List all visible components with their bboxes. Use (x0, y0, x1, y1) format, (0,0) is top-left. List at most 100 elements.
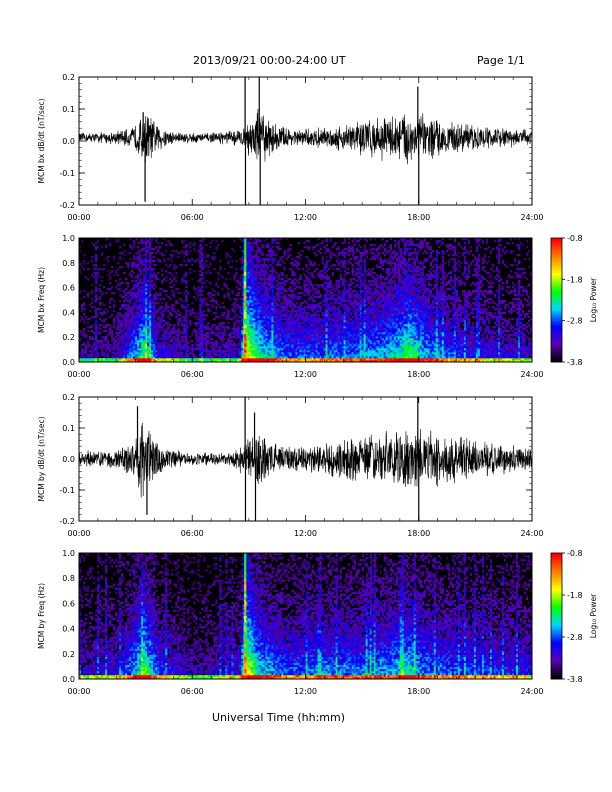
spectrogram-cell (323, 318, 326, 321)
spectrogram-cell (287, 314, 290, 317)
spectrogram-cell (203, 318, 206, 321)
spectrogram-cell (133, 352, 136, 355)
spectrogram-cell (125, 312, 128, 315)
spectrogram-cell (91, 302, 94, 305)
spectrogram-cell (147, 356, 150, 359)
spectrogram-cell (291, 296, 294, 299)
spectrogram-cell (305, 270, 308, 273)
spectrogram-cell (351, 352, 354, 355)
spectrogram-cell (217, 272, 220, 275)
spectrogram-cell (207, 270, 210, 273)
spectrogram-cell (155, 274, 158, 277)
spectrogram-cell (331, 358, 334, 361)
spectrogram-cell (295, 298, 298, 301)
spectrogram-cell (203, 310, 206, 313)
spectrogram-cell (345, 318, 348, 321)
spectrogram-cell (301, 292, 304, 295)
spectrogram-cell (271, 350, 274, 353)
spectrogram-cell (141, 282, 144, 285)
spectrogram-cell (299, 322, 302, 325)
spectrogram-cell (251, 258, 254, 261)
spectrogram-cell (279, 352, 282, 355)
spectrogram-cell (341, 296, 344, 299)
spectrogram-cell (287, 360, 290, 363)
spectrogram-cell (149, 298, 152, 301)
spectrogram-cell (341, 298, 344, 301)
spectrogram-cell (139, 300, 142, 303)
spectrogram-cell (145, 286, 148, 289)
spectrogram-cell (295, 296, 298, 299)
spectrogram-cell (139, 306, 142, 309)
spectrogram-cell (303, 318, 306, 321)
spectrogram-cell (263, 312, 266, 315)
spectrogram-cell (283, 318, 286, 321)
spectrogram-cell (147, 344, 150, 347)
spectrogram-cell (319, 318, 322, 321)
spectrogram-cell (213, 350, 216, 353)
spectrogram-cell (95, 360, 98, 363)
x-tick-label: 06:00 (181, 213, 204, 222)
spectrogram-cell (267, 306, 270, 309)
y-tick-label: 0.1 (62, 105, 75, 114)
spectrogram-cell (219, 268, 222, 271)
spectrogram-cell (163, 298, 166, 301)
spectrogram-cell (277, 324, 280, 327)
spectrogram-cell (143, 336, 146, 339)
spectrogram-cell (285, 322, 288, 325)
spectrogram-cell (275, 254, 278, 257)
spectrogram-cell (247, 274, 250, 277)
spectrogram-cell (267, 358, 270, 361)
spectrogram-cell (99, 308, 102, 311)
spectrogram-cell (207, 334, 210, 337)
spectrogram-cell (125, 288, 128, 291)
spectrogram-cell (315, 342, 318, 345)
spectrogram-cell (255, 286, 258, 289)
spectrogram-cell (271, 240, 274, 243)
spectrogram-cell (157, 344, 160, 347)
spectrogram-cell (263, 310, 266, 313)
spectrogram-cell (301, 320, 304, 323)
spectrogram-cell (253, 266, 256, 269)
spectrogram-cell (301, 346, 304, 349)
spectrogram-cell (223, 352, 226, 355)
spectrogram-cell (239, 306, 242, 309)
spectrogram-cell (171, 350, 174, 353)
spectrogram-cell (325, 262, 328, 265)
spectrogram-cell (251, 354, 254, 357)
spectrogram-cell (161, 360, 164, 363)
spectrogram-cell (145, 242, 148, 245)
spectrogram-cell (201, 260, 204, 263)
spectrogram-cell (317, 324, 320, 327)
spectrogram-cell (185, 326, 188, 329)
spectrogram-cell (337, 316, 340, 319)
spectrogram-cell (205, 350, 208, 353)
spectrogram-cell (241, 358, 244, 361)
spectrogram-cell (331, 334, 334, 337)
spectrogram-cell (261, 330, 264, 333)
spectrogram-cell (95, 340, 98, 343)
spectrogram-cell (147, 320, 150, 323)
spectrogram-cell (145, 278, 148, 281)
spectrogram-cell (103, 304, 106, 307)
spectrogram-cell (187, 252, 190, 255)
spectrogram-cell (251, 360, 254, 363)
spectrogram-cell (133, 354, 136, 357)
spectrogram-cell (133, 256, 136, 259)
spectrogram-cell (135, 348, 138, 351)
spectrogram-cell (249, 274, 252, 277)
spectrogram-cell (279, 322, 282, 325)
spectrogram-cell (215, 332, 218, 335)
spectrogram-cell (277, 356, 280, 359)
spectrogram-cell (315, 324, 318, 327)
spectrogram-cell (237, 292, 240, 295)
spectrogram-cell (273, 358, 276, 361)
spectrogram-cell (265, 296, 268, 299)
spectrogram-cell (145, 352, 148, 355)
spectrogram-cell (265, 306, 268, 309)
spectrogram-cell (269, 348, 272, 351)
spectrogram-cell (303, 310, 306, 313)
spectrogram-cell (259, 304, 262, 307)
spectrogram-cell (257, 320, 260, 323)
spectrogram-cell (303, 334, 306, 337)
spectrogram-cell (263, 286, 266, 289)
